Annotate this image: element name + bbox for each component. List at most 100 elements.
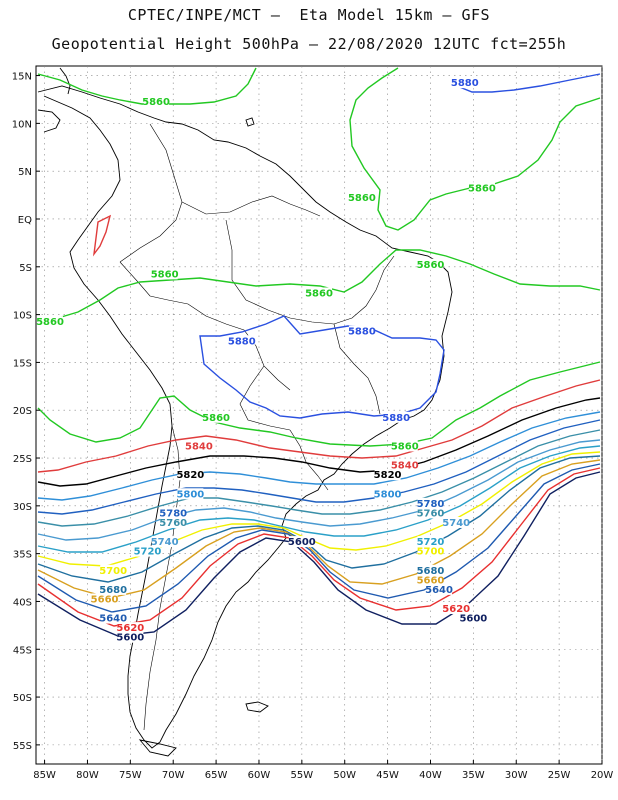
contour-label-background: [143, 96, 170, 108]
contour-label-5620: 5620: [116, 623, 144, 634]
contour-label-background: [160, 507, 187, 519]
contour-5660: [37, 459, 601, 599]
contour-label-background: [374, 469, 401, 481]
contour-label-5880: 5880: [348, 327, 376, 338]
contour-label-background: [151, 536, 178, 548]
contour-label-5680: 5680: [417, 566, 445, 577]
coastlines: [37, 67, 453, 757]
falkland-islands: [245, 701, 269, 713]
contour-label-5780: 5780: [417, 499, 445, 510]
lat-tick-label: 5S: [19, 263, 32, 274]
contour-label-5860: 5860: [391, 441, 419, 452]
contour-5880-south: [199, 315, 445, 419]
lon-tick-label: 80W: [76, 770, 99, 781]
contour-5720: [37, 445, 601, 553]
contour-label-5720: 5720: [417, 537, 445, 548]
contour-label-5640: 5640: [99, 614, 127, 625]
contour-label-5840: 5840: [391, 461, 419, 472]
border-brazil-east: [333, 323, 381, 415]
contour-label-background: [443, 603, 470, 615]
contour-5760: [37, 429, 601, 527]
lat-tick-label: 15N: [12, 72, 32, 83]
contour-label-background: [151, 268, 178, 280]
lon-tick-label: 45W: [376, 770, 399, 781]
contour-lines: [37, 67, 601, 637]
contour-5640: [37, 463, 601, 613]
contour-label-5860: 5860: [142, 97, 170, 108]
contour-label-background: [374, 488, 401, 500]
lon-tick-label: 70W: [162, 770, 185, 781]
contour-5820: [37, 397, 601, 487]
border-brazil-states: [225, 219, 395, 325]
contour-label-5820: 5820: [176, 470, 204, 481]
contour-label-5860: 5860: [202, 413, 230, 424]
border-colombia-venezuela: [119, 123, 183, 263]
lon-tick-label: 65W: [205, 770, 228, 781]
lat-lon-grid: [36, 66, 603, 764]
contour-label-5800: 5800: [176, 489, 204, 500]
lon-tick-label: 60W: [248, 770, 271, 781]
contour-label-5700: 5700: [417, 547, 445, 558]
contour-5880-north: [451, 73, 601, 93]
contour-labels: 5880 5860 5860 5860 5860 5860 5860 5860 5880 5880…: [36, 77, 496, 644]
contour-label-background: [426, 583, 453, 595]
map-title-line2: Geopotential Height 500hPa – 22/08/2020 …: [51, 35, 567, 53]
lon-tick-label: 25W: [548, 770, 571, 781]
tierra-del-fuego: [138, 739, 177, 757]
contour-label-5660: 5660: [417, 575, 445, 586]
contour-label-background: [288, 536, 315, 548]
contour-label-background: [228, 335, 255, 347]
lon-tick-label: 50W: [333, 770, 356, 781]
lat-tick-label: EQ: [18, 215, 32, 226]
contour-label-5740: 5740: [151, 537, 179, 548]
contour-label-5740: 5740: [442, 518, 470, 529]
contour-label-5720: 5720: [134, 547, 162, 558]
longitude-ticks: 85W 80W 75W 70W 65W 60W 55W 50W 45W 40W 35W 30W 25W 2…: [33, 760, 613, 781]
contour-label-background: [160, 516, 187, 528]
contour-label-background: [37, 316, 63, 328]
contour-5860-atlantic: [349, 67, 601, 231]
contour-label-5620: 5620: [442, 604, 470, 615]
contour-label-background: [91, 593, 118, 605]
lat-tick-label: 15S: [13, 358, 32, 369]
contour-label-background: [134, 545, 161, 557]
lat-tick-label: 10N: [12, 119, 32, 130]
contour-label-5840: 5840: [185, 441, 213, 452]
lat-tick-label: 25S: [13, 454, 32, 465]
contour-label-5660: 5660: [91, 594, 119, 605]
contour-label-5800: 5800: [374, 489, 402, 500]
contour-5680: [37, 455, 601, 583]
contour-label-background: [391, 459, 418, 471]
contour-label-5820: 5820: [374, 470, 402, 481]
lat-tick-label: 35S: [13, 550, 32, 561]
trinidad-island: [245, 117, 255, 127]
contour-label-background: [383, 411, 410, 423]
contour-label-background: [177, 488, 204, 500]
contour-label-background: [203, 411, 230, 423]
contour-label-background: [100, 583, 127, 595]
contour-label-5860: 5860: [348, 193, 376, 204]
contour-label-background: [117, 631, 144, 643]
lon-tick-label: 30W: [505, 770, 528, 781]
contour-label-5600: 5600: [116, 633, 144, 644]
contour-label-5860: 5860: [36, 317, 64, 328]
south-america-coastline: [37, 85, 453, 749]
contour-label-5880: 5880: [228, 336, 256, 347]
border-argentina-uruguay: [289, 429, 329, 491]
lat-tick-label: 30S: [13, 502, 32, 513]
lat-tick-label: 40S: [13, 597, 32, 608]
contour-label-5880: 5880: [382, 413, 410, 424]
contour-label-background: [306, 287, 332, 299]
contour-label-background: [417, 507, 444, 519]
contour-label-background: [177, 469, 204, 481]
lat-tick-label: 55S: [13, 741, 32, 752]
contour-5800: [37, 411, 601, 501]
contour-label-5860: 5860: [468, 183, 496, 194]
contour-label-background: [417, 497, 444, 509]
contour-5780: [37, 419, 601, 515]
lon-tick-label: 55W: [291, 770, 314, 781]
lon-tick-label: 20W: [591, 770, 614, 781]
contour-label-5760: 5760: [159, 518, 187, 529]
contour-label-background: [348, 325, 375, 337]
